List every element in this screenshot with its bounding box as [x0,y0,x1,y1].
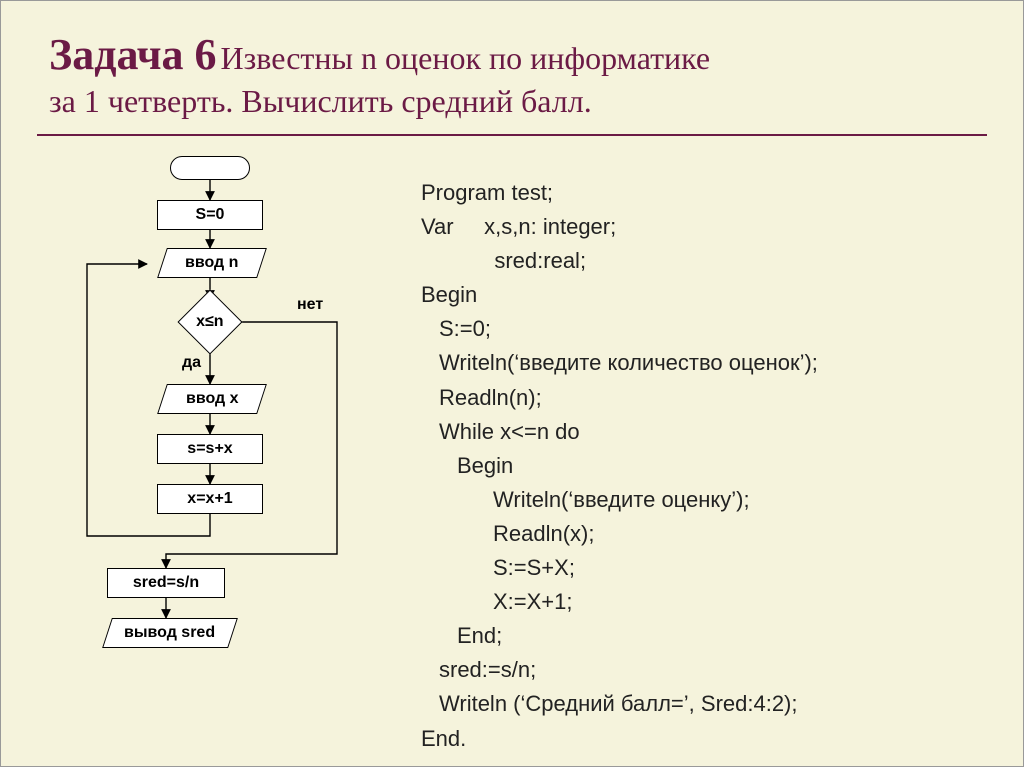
code-listing: Program test;Var x,s,n: integer; sred:re… [421,176,981,756]
node-start [170,156,250,180]
node-in_x: ввод x [157,384,267,414]
subtitle-line-1: Известны n оценок по информатике [221,40,711,76]
code-line: Writeln (‘Средний балл=’, Sred:4:2); [421,687,981,721]
code-line: While x<=n do [421,415,981,449]
code-line: sred:real; [421,244,981,278]
node-sred: sred=s/n [107,568,225,598]
label-yes: да [182,354,201,372]
code-line: X:=X+1; [421,585,981,619]
node-out: вывод sred [102,618,238,648]
code-line: S:=0; [421,312,981,346]
code-line: Begin [421,278,981,312]
node-ssx: s=s+x [157,434,263,464]
flowchart: S=0 ввод n x≤n ввод x s=s+x x=x+1 sred=s/n выво… [37,156,407,756]
node-s0: S=0 [157,200,263,230]
code-line: Readln(n); [421,381,981,415]
code-line: Begin [421,449,981,483]
code-line: End. [421,722,981,756]
code-line: End; [421,619,981,653]
label-no: нет [297,296,323,314]
code-line: sred:=s/n; [421,653,981,687]
heading-underline [37,134,987,136]
subtitle-line-2: за 1 четверть. Вычислить средний балл. [49,83,592,119]
code-line: Writeln(‘введите оценку’); [421,483,981,517]
code-line: Writeln(‘введите количество оценок’); [421,346,981,380]
code-line: Var x,s,n: integer; [421,210,981,244]
node-in_n: ввод n [157,248,267,278]
code-line: S:=S+X; [421,551,981,585]
node-xx1: x=x+1 [157,484,263,514]
code-line: Readln(x); [421,517,981,551]
code-line: Program test; [421,176,981,210]
task-number: Задача 6 [49,30,217,79]
node-cond: x≤n [177,289,242,354]
heading: Задача 6 Известны n оценок по информатик… [1,1,1023,130]
